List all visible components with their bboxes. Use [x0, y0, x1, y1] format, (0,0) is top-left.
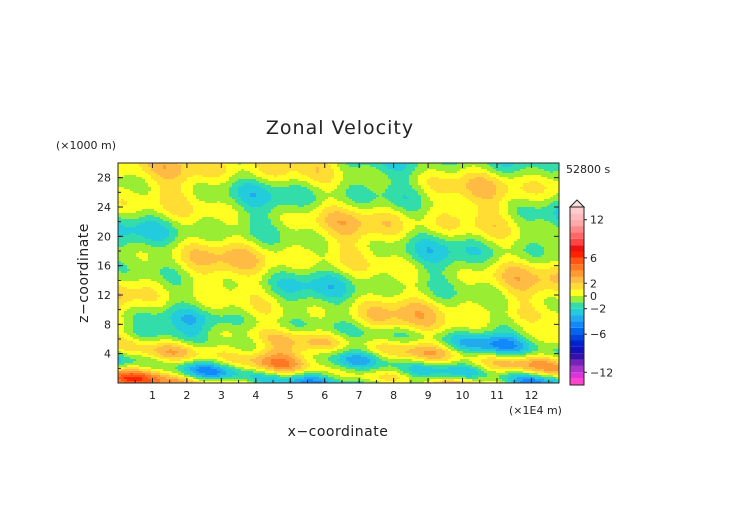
x-tick-label: 9 — [425, 389, 432, 402]
x-tick-label: 2 — [183, 389, 190, 402]
colorbar-tick-label: −6 — [590, 328, 606, 341]
colorbar-swatch — [570, 264, 584, 271]
colorbar-swatch — [570, 378, 584, 385]
colorbar-swatch — [570, 315, 584, 322]
colorbar-swatch — [570, 207, 584, 214]
y-tick-label: 8 — [104, 318, 111, 331]
x-axis: 1 2 3 4 5 6 7 8 9 10 11 12 — [134, 163, 550, 402]
colorbar-tick-label: −2 — [590, 303, 606, 316]
colorbar-tick-label: 6 — [590, 252, 597, 265]
colorbar-swatch — [570, 340, 584, 347]
plot-frame — [117, 162, 560, 384]
colorbar-swatch — [570, 245, 584, 252]
time-label: 52800 s — [566, 163, 610, 176]
colorbar-swatch — [570, 283, 584, 290]
colorbar-swatch — [570, 226, 584, 233]
colorbar-swatch — [570, 372, 584, 379]
colorbar-swatch — [570, 251, 584, 258]
x-tick-label: 10 — [456, 389, 470, 402]
y-tick-label: 28 — [97, 172, 111, 185]
x-tick-label: 5 — [287, 389, 294, 402]
colorbar-swatch — [570, 232, 584, 239]
x-tick-label: 7 — [356, 389, 363, 402]
colorbar-swatch — [570, 321, 584, 328]
colorbar-swatch — [570, 213, 584, 220]
x-tick-label: 11 — [490, 389, 504, 402]
colorbar-swatch — [570, 308, 584, 316]
y-axis: 4 8 12 16 20 24 28 — [97, 172, 559, 369]
colorbar-swatch — [570, 365, 584, 373]
y-tick-label: 24 — [97, 201, 111, 214]
colorbar-tick-label: −12 — [590, 366, 613, 379]
x-tick-label: 12 — [524, 389, 538, 402]
y-tick-label: 4 — [104, 348, 111, 361]
colorbar-swatch — [570, 296, 584, 303]
colorbar-swatch — [570, 270, 584, 277]
x-tick-label: 4 — [252, 389, 259, 402]
colorbar-swatch — [570, 334, 584, 341]
colorbar-swatch — [570, 302, 584, 309]
chart-title: Zonal Velocity — [266, 117, 414, 139]
y-tick-label: 12 — [97, 289, 111, 302]
velocity-field — [118, 163, 559, 383]
y-tick-label: 20 — [97, 230, 111, 243]
colorbar-tick-label: 12 — [590, 214, 604, 227]
colorbar-tick-label: 2 — [590, 277, 597, 290]
x-axis-label: x−coordinate — [288, 424, 389, 440]
colorbar-swatch — [570, 327, 584, 335]
colorbar-swatch — [570, 353, 584, 360]
colorbar-swatch — [570, 359, 584, 366]
x-tick-label: 3 — [218, 389, 225, 402]
x-tick-label: 6 — [321, 389, 328, 402]
colorbar-swatch — [570, 276, 584, 284]
x-tick-label: 1 — [149, 389, 156, 402]
x-tick-label: 8 — [390, 389, 397, 402]
colorbar-swatch — [570, 238, 584, 246]
colorbar-swatch — [570, 346, 584, 354]
colorbar-swatch — [570, 219, 584, 227]
colorbar-swatch — [570, 289, 584, 296]
y-unit-label: (×1000 m) — [56, 139, 116, 152]
colorbar-tick-label: 0 — [590, 290, 597, 303]
y-axis-label: z−coordinate — [76, 223, 92, 323]
y-tick-label: 16 — [97, 260, 111, 273]
colorbar-swatch — [570, 257, 584, 265]
colorbar: 12 6 20−2 −6 −12 — [568, 199, 613, 386]
colorbar-arrow — [568, 199, 586, 208]
x-unit-label: (×1E4 m) — [509, 404, 562, 417]
